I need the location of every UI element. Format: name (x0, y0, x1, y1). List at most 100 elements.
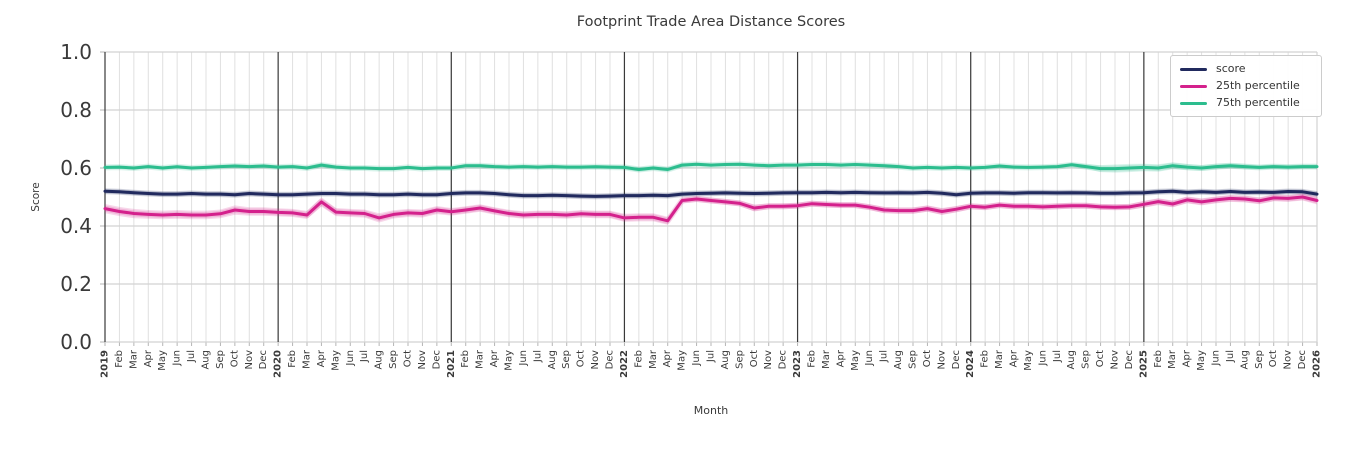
svg-text:Nov: Nov (763, 350, 774, 370)
svg-text:May: May (1196, 350, 1207, 371)
svg-text:Apr: Apr (835, 349, 846, 367)
svg-text:Aug: Aug (893, 350, 904, 370)
svg-text:May: May (330, 350, 341, 371)
svg-text:Jul: Jul (532, 350, 543, 363)
svg-text:Feb: Feb (633, 350, 644, 368)
legend-label: 25th percentile (1216, 79, 1300, 93)
svg-text:Dec: Dec (951, 350, 962, 369)
svg-text:Jun: Jun (518, 350, 529, 367)
svg-text:Aug: Aug (201, 350, 212, 370)
svg-text:Oct: Oct (749, 350, 760, 367)
svg-text:Jul: Jul (186, 350, 197, 363)
svg-text:May: May (157, 350, 168, 371)
line-swatch-icon (1180, 101, 1207, 105)
svg-text:Oct: Oct (1095, 350, 1106, 367)
svg-text:Dec: Dec (1297, 350, 1308, 369)
svg-text:Apr: Apr (1009, 349, 1020, 367)
svg-text:Jul: Jul (359, 350, 370, 363)
svg-text:0.0: 0.0 (60, 330, 92, 354)
svg-text:May: May (677, 350, 688, 371)
svg-text:Oct: Oct (922, 350, 933, 367)
svg-text:Jun: Jun (1037, 350, 1048, 367)
svg-text:Jun: Jun (864, 350, 875, 367)
svg-text:Dec: Dec (1124, 350, 1135, 369)
svg-text:May: May (504, 350, 515, 371)
svg-text:2019: 2019 (100, 350, 111, 378)
svg-text:Mar: Mar (128, 349, 139, 369)
svg-text:Jun: Jun (345, 350, 356, 367)
svg-text:Mar: Mar (1167, 349, 1178, 369)
svg-text:Sep: Sep (908, 350, 919, 369)
legend-item-25th-percentile: 25th percentile (1180, 79, 1312, 93)
svg-text:Oct: Oct (576, 350, 587, 367)
svg-text:2023: 2023 (792, 350, 803, 378)
svg-text:Dec: Dec (778, 350, 789, 369)
svg-text:Apr: Apr (143, 349, 154, 367)
svg-text:Sep: Sep (1254, 350, 1265, 369)
svg-text:2021: 2021 (446, 350, 457, 378)
svg-text:0.4: 0.4 (60, 214, 92, 238)
svg-text:Jul: Jul (706, 350, 717, 363)
legend-item-75th-percentile: 75th percentile (1180, 97, 1312, 109)
svg-text:Sep: Sep (1081, 350, 1092, 369)
svg-text:Feb: Feb (1153, 350, 1164, 368)
legend: score 25th percentile 75th percentile (1170, 55, 1322, 118)
line-swatch-icon (1180, 84, 1207, 88)
line-swatch-icon (1180, 67, 1207, 71)
svg-text:Sep: Sep (215, 350, 226, 369)
svg-text:Oct: Oct (403, 350, 414, 367)
svg-text:Feb: Feb (807, 350, 818, 368)
legend-label: score (1216, 62, 1246, 75)
svg-text:0.2: 0.2 (60, 272, 92, 296)
svg-text:1.0: 1.0 (60, 40, 92, 64)
svg-text:Jul: Jul (1225, 350, 1236, 363)
svg-text:Feb: Feb (287, 350, 298, 368)
svg-text:Apr: Apr (316, 349, 327, 367)
svg-text:Jul: Jul (879, 350, 890, 363)
svg-text:Aug: Aug (1066, 350, 1077, 370)
svg-text:2024: 2024 (965, 350, 976, 378)
svg-text:Nov: Nov (417, 350, 428, 370)
svg-text:Sep: Sep (388, 350, 399, 369)
svg-text:Nov: Nov (1110, 350, 1121, 370)
svg-text:Mar: Mar (994, 349, 1005, 369)
svg-text:May: May (1023, 350, 1034, 371)
svg-text:Feb: Feb (114, 350, 125, 368)
svg-text:0.8: 0.8 (60, 98, 92, 122)
svg-text:Nov: Nov (244, 350, 255, 370)
svg-text:Jun: Jun (172, 350, 183, 367)
x-axis-label: Month (693, 404, 729, 417)
svg-text:Jul: Jul (1052, 350, 1063, 363)
legend-label: 75th percentile (1216, 96, 1300, 110)
svg-text:Oct: Oct (229, 350, 240, 367)
svg-text:Mar: Mar (302, 349, 313, 369)
svg-text:2026: 2026 (1312, 350, 1323, 378)
svg-text:Jun: Jun (691, 350, 702, 367)
svg-text:Feb: Feb (460, 350, 471, 368)
svg-text:Apr: Apr (1182, 349, 1193, 367)
svg-text:Aug: Aug (374, 350, 385, 370)
svg-text:Sep: Sep (734, 350, 745, 369)
legend-item-score: score (1180, 62, 1312, 75)
svg-text:Apr: Apr (662, 349, 673, 367)
svg-text:May: May (850, 350, 861, 371)
svg-text:Mar: Mar (648, 349, 659, 369)
svg-text:Dec: Dec (431, 350, 442, 369)
svg-text:Dec: Dec (605, 350, 616, 369)
svg-text:Aug: Aug (547, 350, 558, 370)
svg-text:0.6: 0.6 (60, 156, 92, 180)
svg-text:Sep: Sep (561, 350, 572, 369)
svg-text:Nov: Nov (936, 350, 947, 370)
svg-text:Oct: Oct (1268, 350, 1279, 367)
svg-text:Apr: Apr (489, 349, 500, 367)
svg-text:2025: 2025 (1138, 350, 1149, 378)
chart-title: Footprint Trade Area Distance Scores (576, 14, 846, 30)
svg-text:Mar: Mar (475, 349, 486, 369)
svg-text:Nov: Nov (590, 350, 601, 370)
svg-text:Aug: Aug (720, 350, 731, 370)
svg-text:Jun: Jun (1211, 350, 1222, 367)
svg-text:Dec: Dec (258, 350, 269, 369)
svg-text:Mar: Mar (821, 349, 832, 369)
